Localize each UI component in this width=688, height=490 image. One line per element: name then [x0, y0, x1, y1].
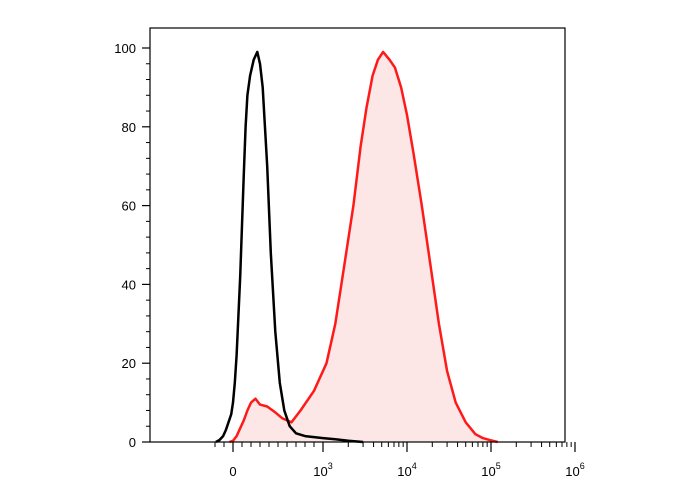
y-tick-label: 20 [122, 356, 136, 371]
y-tick-label: 40 [122, 277, 136, 292]
x-tick-label: 0 [229, 464, 236, 479]
y-tick-label: 60 [122, 199, 136, 214]
x-tick-label: 104 [397, 461, 416, 479]
plot-area [149, 27, 566, 444]
series-1-line [229, 50, 498, 444]
y-tick-label: 100 [114, 41, 136, 56]
x-tick-label: 105 [481, 461, 500, 479]
x-tick-label: 103 [313, 461, 332, 479]
series-1-fill [229, 51, 498, 443]
x-tick-label: 106 [565, 461, 584, 479]
plot-frame [149, 27, 566, 443]
y-tick-label: 0 [129, 435, 136, 450]
series-0-line [215, 50, 364, 444]
x-axis: 0 103 104 105 106 [214, 442, 585, 479]
y-tick-label: 80 [122, 120, 136, 135]
y-axis: 0 20 40 60 80 100 [114, 41, 150, 450]
